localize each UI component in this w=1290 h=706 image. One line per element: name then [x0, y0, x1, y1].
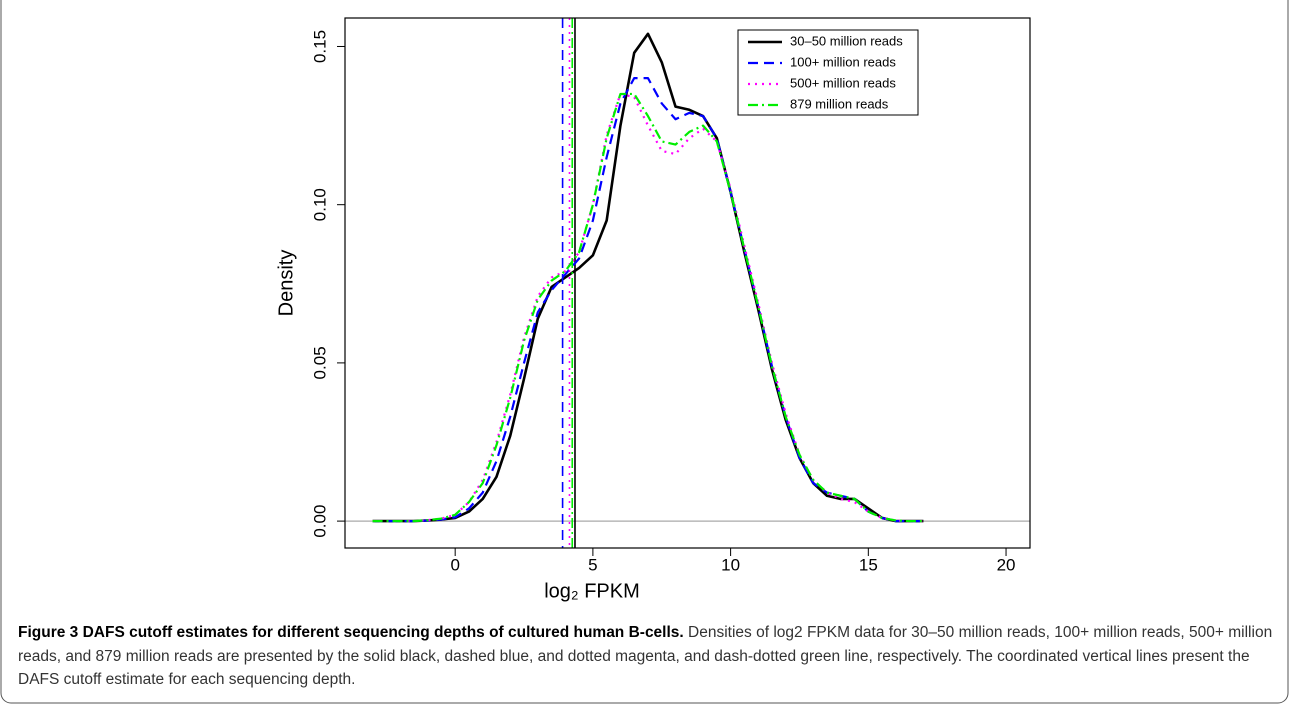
x-tick-label: 10 [721, 555, 740, 574]
y-tick-label: 0.15 [310, 30, 329, 63]
density-line [372, 92, 924, 523]
x-tick-label: 15 [859, 555, 878, 574]
caption: Figure 3 DAFS cutoff estimates for diffe… [18, 621, 1273, 692]
x-axis-label: log₂ FPKM [544, 580, 640, 602]
legend-label: 100+ million reads [790, 54, 896, 69]
density-line [372, 77, 924, 523]
legend-label: 879 million reads [790, 96, 889, 111]
density-line [372, 32, 924, 523]
caption-label: Figure 3 DAFS cutoff estimates for diffe… [18, 624, 684, 641]
plot-frame [344, 17, 1031, 549]
y-tick-label: 0.00 [310, 505, 329, 538]
density-line [372, 92, 924, 523]
caption-text: Densities of log2 FPKM data for 30–50 mi… [18, 624, 1273, 688]
legend-box [737, 29, 919, 116]
x-tick-label: 0 [450, 555, 459, 574]
y-tick-label: 0.10 [310, 188, 329, 221]
y-tick-label: 0.05 [310, 346, 329, 379]
y-axis-label: Density [275, 250, 297, 317]
x-tick-label: 20 [997, 555, 1016, 574]
x-tick-label: 5 [588, 555, 597, 574]
legend-label: 30–50 million reads [790, 33, 903, 48]
legend-label: 500+ million reads [790, 75, 896, 90]
